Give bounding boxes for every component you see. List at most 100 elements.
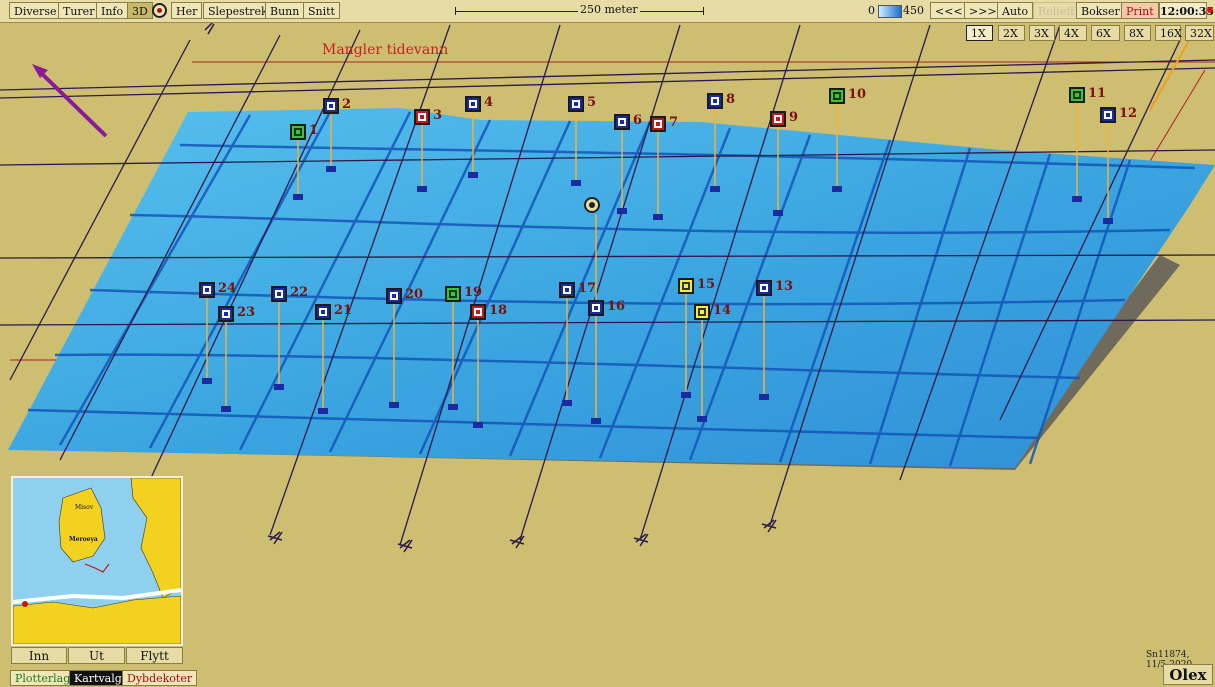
marker-5[interactable]: [568, 96, 584, 112]
zoom-32x-button[interactable]: 32X: [1185, 25, 1214, 41]
marker-label: 9: [789, 110, 799, 125]
marker-label: 7: [669, 115, 679, 130]
marker-17[interactable]: [559, 282, 575, 298]
zoom-3x-button[interactable]: 3X: [1029, 25, 1055, 41]
print-button[interactable]: Print: [1121, 2, 1159, 19]
marker-inner: [833, 92, 841, 100]
depth-color-bar[interactable]: [878, 5, 902, 18]
marker-3[interactable]: [414, 109, 430, 125]
marker-label: 14: [713, 303, 732, 318]
next-button[interactable]: >>>: [964, 2, 1002, 19]
marker-24[interactable]: [199, 282, 215, 298]
minimap-label-meroeya: Meroeya: [69, 536, 98, 543]
depth-min: 0: [868, 4, 875, 17]
snitt-button[interactable]: Snitt: [303, 2, 340, 19]
her-button[interactable]: Her: [171, 2, 203, 19]
zoom-6x-button[interactable]: 6X: [1091, 25, 1120, 41]
marker-label: 13: [775, 279, 794, 294]
tab-kartvalg[interactable]: Kartvalg: [69, 670, 127, 686]
marker-22[interactable]: [271, 286, 287, 302]
marker-6[interactable]: [614, 114, 630, 130]
marker-9[interactable]: [770, 111, 786, 127]
scale-tick-right: [703, 7, 704, 15]
marker-15[interactable]: [678, 278, 694, 294]
marker-14[interactable]: [694, 304, 710, 320]
prev-button[interactable]: <<<: [930, 2, 968, 19]
scale-label: 250 meter: [578, 3, 640, 16]
marker-inner: [327, 102, 335, 110]
target-icon[interactable]: [152, 3, 167, 18]
marker-inner: [774, 115, 782, 123]
marker-16[interactable]: [588, 300, 604, 316]
route-line: [1149, 29, 1196, 111]
marker-label: 22: [290, 285, 309, 300]
zoom-out-button[interactable]: Ut: [68, 647, 125, 664]
marker-label: 21: [334, 303, 353, 318]
marker-label: 1: [309, 123, 319, 138]
clock: 12:00:35: [1159, 2, 1214, 19]
turer-button[interactable]: Turer: [58, 2, 100, 19]
zoom-8x-button[interactable]: 8X: [1124, 25, 1151, 41]
olex-logo: Olex: [1163, 664, 1213, 685]
marker-label: 2: [342, 97, 352, 112]
marker-inner: [449, 290, 457, 298]
marker-label: 11: [1088, 86, 1107, 101]
marker-label: 8: [726, 92, 736, 107]
tab-plotterlag[interactable]: Plotterlag: [10, 670, 76, 686]
marker-12[interactable]: [1100, 107, 1116, 123]
status-dot-icon: [1207, 7, 1213, 13]
marker-label: 3: [433, 108, 443, 123]
marker-8[interactable]: [707, 93, 723, 109]
zoom-in-button[interactable]: Inn: [11, 647, 67, 664]
marker-label: 19: [464, 285, 483, 300]
zoom-1x-button[interactable]: 1X: [966, 25, 993, 41]
marker-label: 20: [405, 287, 424, 302]
marker-inner: [390, 292, 398, 300]
marker-18[interactable]: [470, 304, 486, 320]
marker-inner: [222, 310, 230, 318]
marker-inner: [474, 308, 482, 316]
marker-label: 6: [633, 113, 643, 128]
relieff-button[interactable]: Relieff: [1033, 2, 1080, 19]
diverse-button[interactable]: Diverse: [9, 2, 62, 19]
marker-label: 24: [218, 281, 237, 296]
zoom-16x-button[interactable]: 16X: [1155, 25, 1182, 41]
marker-2[interactable]: [323, 98, 339, 114]
marker-inner: [469, 100, 477, 108]
seabed-surface: [8, 108, 1215, 468]
marker-inner: [294, 128, 302, 136]
anchor-icons: [204, 21, 777, 553]
vessel-position-icon[interactable]: [584, 197, 600, 213]
marker-inner: [682, 282, 690, 290]
move-button[interactable]: Flytt: [126, 647, 183, 664]
marker-20[interactable]: [386, 288, 402, 304]
tab-dybdekoter[interactable]: Dybdekoter: [122, 670, 198, 686]
marker-label: 15: [697, 277, 716, 292]
marker-poles: [206, 103, 1109, 424]
marker-10[interactable]: [829, 88, 845, 104]
view-3d-button[interactable]: 3D: [127, 2, 153, 19]
zoom-2x-button[interactable]: 2X: [998, 25, 1025, 41]
marker-inner: [203, 286, 211, 294]
bunn-button[interactable]: Bunn: [265, 2, 305, 19]
zoom-4x-button[interactable]: 4X: [1059, 25, 1087, 41]
slepestrek-button[interactable]: Slepestrek: [203, 2, 273, 19]
marker-11[interactable]: [1069, 87, 1085, 103]
marker-4[interactable]: [465, 96, 481, 112]
marker-7[interactable]: [650, 116, 666, 132]
marker-inner: [1104, 111, 1112, 119]
marker-19[interactable]: [445, 286, 461, 302]
marker-1[interactable]: [290, 124, 306, 140]
bokser-button[interactable]: Bokser: [1076, 2, 1125, 19]
depth-max: 450: [903, 4, 924, 17]
auto-button[interactable]: Auto: [997, 2, 1034, 19]
info-button[interactable]: Info: [96, 2, 129, 19]
overview-minimap[interactable]: Misov Meroeya: [11, 476, 183, 646]
marker-23[interactable]: [218, 306, 234, 322]
marker-ground-points: [202, 166, 1113, 428]
marker-13[interactable]: [756, 280, 772, 296]
marker-21[interactable]: [315, 304, 331, 320]
marker-inner: [760, 284, 768, 292]
marker-label: 12: [1119, 106, 1138, 121]
